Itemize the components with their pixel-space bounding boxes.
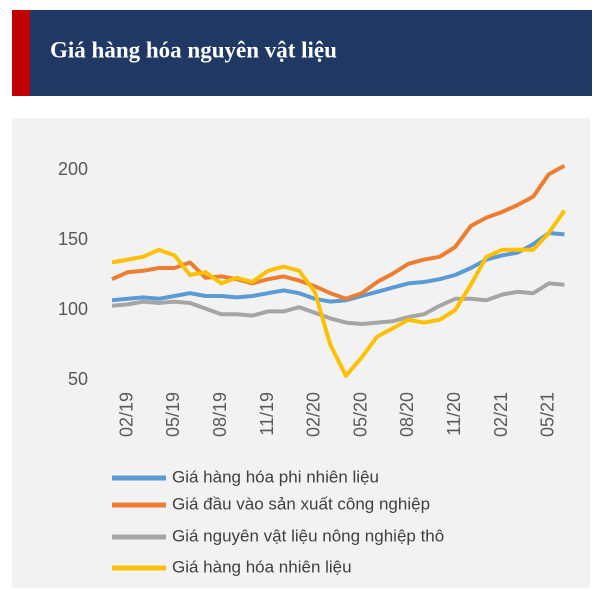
x-tick-label: 08/20 xyxy=(397,392,417,437)
y-tick-label: 150 xyxy=(58,229,88,249)
x-tick-label: 02/21 xyxy=(491,392,511,437)
series-line xyxy=(111,164,566,301)
x-tick-label: 02/20 xyxy=(304,392,324,437)
legend-label: Giá đầu vào sản xuất công nghiệp xyxy=(172,494,430,513)
series-line xyxy=(111,281,565,326)
plot-background xyxy=(12,118,590,588)
chart-title: Giá hàng hóa nguyên vật liệu xyxy=(50,37,337,62)
x-tick-label: 05/21 xyxy=(538,392,558,437)
legend-label: Giá nguyên vật liệu nông nghiệp thô xyxy=(172,526,444,545)
x-tick-label: 11/19 xyxy=(257,392,277,436)
x-tick-label: 05/20 xyxy=(350,392,370,437)
x-tick-label: 05/19 xyxy=(163,392,183,437)
x-tick-label: 08/19 xyxy=(210,392,230,437)
legend-label: Giá hàng hóa nhiên liệu xyxy=(172,557,352,576)
y-tick-label: 200 xyxy=(58,159,88,179)
y-tick-label: 50 xyxy=(68,369,88,389)
header-band xyxy=(12,10,592,96)
series-line xyxy=(111,209,567,378)
legend-label: Giá hàng hóa phi nhiên liệu xyxy=(172,467,379,486)
header-accent xyxy=(12,10,30,96)
series-line xyxy=(111,231,565,304)
x-tick-label: 11/20 xyxy=(444,392,464,436)
y-tick-label: 100 xyxy=(58,299,88,319)
x-tick-label: 02/19 xyxy=(116,392,136,437)
